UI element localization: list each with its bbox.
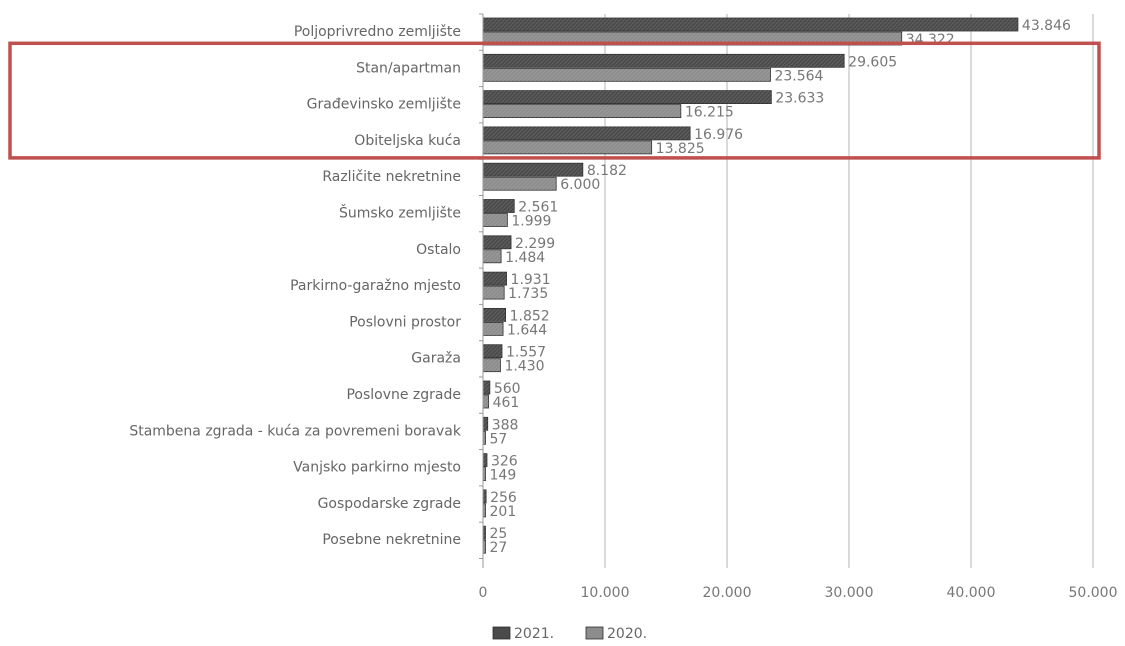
bar-texture	[483, 199, 515, 213]
bar-texture	[483, 68, 771, 82]
bar-texture	[483, 540, 486, 554]
value-label: 256	[490, 490, 517, 506]
bar-texture	[483, 322, 504, 336]
value-label: 29.605	[848, 54, 897, 70]
value-label: 1.735	[508, 286, 548, 302]
legend: 2021. 2020.	[492, 626, 647, 642]
value-label: 57	[490, 431, 508, 447]
bar-texture	[483, 249, 502, 263]
bar-texture	[483, 526, 486, 540]
bar-texture	[483, 467, 486, 481]
x-tick-label: 50.000	[1069, 585, 1118, 601]
bar-texture	[483, 104, 681, 118]
x-tick-label: 20.000	[703, 585, 752, 601]
category-label: Poljoprivredno zemljište	[294, 24, 461, 40]
category-label: Stan/apartman	[356, 60, 461, 76]
bar-texture	[483, 308, 506, 322]
value-label: 1.430	[504, 359, 544, 375]
bars-layer	[482, 17, 1019, 554]
category-label: Vanjsko parkirno mjesto	[293, 460, 461, 476]
bar-texture	[483, 503, 486, 517]
highlight-layer	[8, 41, 1101, 160]
bar-texture	[483, 272, 507, 286]
value-label: 13.825	[656, 141, 705, 157]
bar-texture	[483, 381, 490, 394]
x-tick-label: 10.000	[581, 585, 630, 601]
value-label: 2.561	[518, 200, 558, 216]
category-label: Šumsko zemljište	[339, 204, 461, 222]
grid-layer	[604, 14, 1094, 568]
bar-texture	[483, 54, 845, 68]
category-label: Gospodarske zgrade	[318, 496, 461, 512]
value-label: 1.484	[505, 250, 545, 266]
value-label: 23.633	[775, 91, 824, 107]
value-label: 560	[494, 381, 521, 397]
bar-texture	[483, 489, 487, 503]
x-tick-label: 0	[479, 585, 488, 601]
category-label: Građevinsko zemljište	[307, 97, 461, 113]
value-label: 388	[492, 417, 519, 433]
value-label: 16.215	[685, 105, 734, 121]
value-label: 34.322	[906, 32, 955, 48]
value-label: 1.999	[511, 214, 551, 230]
value-label: 1.852	[510, 308, 550, 324]
value-label: 23.564	[774, 68, 823, 84]
bar-texture	[483, 286, 505, 300]
bar-texture	[483, 18, 1018, 31]
x-tick-label: 40.000	[947, 585, 996, 601]
category-label: Poslovne zgrade	[346, 387, 461, 403]
labels-layer: 43.846 34.322 Poljoprivredno zemljište 29.6…	[129, 18, 1071, 556]
value-label: 2.299	[515, 236, 555, 252]
highlight-box	[8, 41, 1101, 160]
value-label: 27	[490, 540, 508, 556]
value-label: 1.644	[507, 322, 547, 338]
bar-texture	[483, 140, 652, 154]
value-label: 43.846	[1022, 18, 1071, 34]
category-label: Poslovni prostor	[349, 314, 461, 330]
legend-swatch	[492, 626, 511, 640]
legend-swatch	[585, 626, 604, 640]
category-label: Različite nekretnine	[322, 169, 461, 185]
bar-texture	[483, 90, 772, 104]
bar-texture	[483, 344, 502, 358]
legend-label: 2021.	[514, 626, 554, 641]
category-label: Parkirno-garažno mjesto	[290, 278, 461, 294]
bar-texture	[483, 177, 557, 191]
category-label: Garaža	[411, 351, 461, 367]
category-label: Ostalo	[416, 242, 461, 258]
bar-texture	[483, 235, 512, 249]
value-label: 461	[493, 395, 520, 411]
value-label: 25	[490, 526, 508, 542]
value-label: 16.976	[694, 127, 743, 143]
value-label: 8.182	[587, 163, 627, 179]
value-label: 326	[491, 454, 518, 470]
value-label: 1.931	[511, 272, 551, 288]
bar-texture	[483, 431, 486, 445]
bar-texture	[483, 163, 583, 177]
category-label: Obiteljska kuća	[354, 133, 461, 149]
bar-texture	[483, 453, 487, 467]
bar-texture	[483, 417, 488, 431]
x-tick-label: 30.000	[825, 585, 874, 601]
bar-texture	[483, 126, 691, 140]
axis-layer: 0 10.000 20.000 30.000 40.000 50.000	[479, 13, 1118, 601]
bar-texture	[483, 213, 508, 227]
value-label: 149	[490, 468, 517, 484]
bar-texture	[483, 395, 489, 408]
value-label: 201	[490, 504, 517, 520]
value-label: 1.557	[506, 345, 546, 361]
legend-label: 2020.	[607, 626, 647, 641]
category-label: Posebne nekretnine	[322, 532, 461, 548]
bar-texture	[483, 358, 501, 372]
value-label: 6.000	[560, 177, 600, 193]
category-label: Stambena zgrada - kuća za povremeni bora…	[129, 423, 462, 439]
